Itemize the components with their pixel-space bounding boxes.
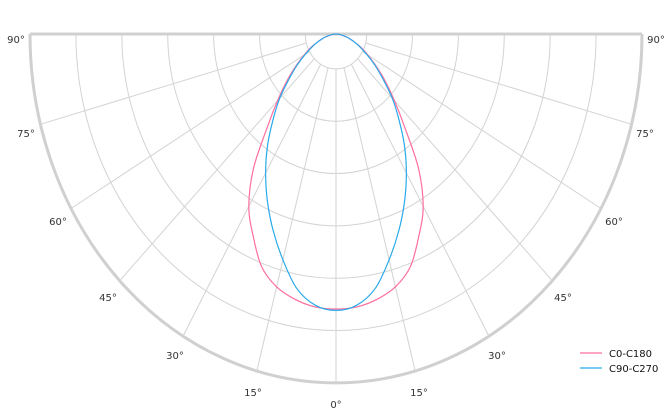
angle-tick-label: 0° — [330, 400, 341, 411]
angle-tick-label: 45° — [554, 293, 572, 304]
angle-tick-label: 75° — [17, 129, 35, 140]
angle-tick-label: 30° — [166, 351, 184, 362]
angle-tick-label: 90° — [647, 35, 665, 46]
angle-tick-label: 30° — [488, 351, 506, 362]
grid-spoke — [40, 42, 307, 125]
grid-spoke — [365, 42, 632, 125]
grid-spoke — [119, 58, 315, 282]
angle-tick-label: 75° — [636, 129, 654, 140]
legend-label-c0-c180: C0-C180 — [609, 349, 652, 360]
grid-ring — [304, 33, 368, 70]
series-curve-c90-c270 — [265, 33, 407, 312]
polar-grid — [28, 32, 644, 385]
legend: C0-C180 C90-C270 — [580, 349, 658, 375]
angle-tick-label: 60° — [605, 217, 623, 228]
angle-tick-label: 45° — [99, 293, 117, 304]
grid-spoke — [350, 63, 490, 337]
grid-spoke — [182, 63, 322, 337]
grid-spoke — [256, 67, 329, 372]
angle-tick-label: 15° — [244, 388, 262, 399]
grid-spoke — [357, 58, 553, 282]
grid-spoke — [362, 51, 602, 209]
grid-spoke — [343, 67, 416, 372]
angle-tick-label: 60° — [49, 217, 67, 228]
angle-tick-label: 15° — [410, 388, 428, 399]
angle-tick-label: 90° — [7, 35, 25, 46]
legend-label-c90-c270: C90-C270 — [609, 364, 658, 375]
angle-labels: 90° 75° 60° 45° 30° 15° 0° 15° 30° 45° 60° 75° 90° — [7, 35, 665, 411]
grid-spoke — [70, 51, 310, 209]
curves — [248, 33, 424, 312]
